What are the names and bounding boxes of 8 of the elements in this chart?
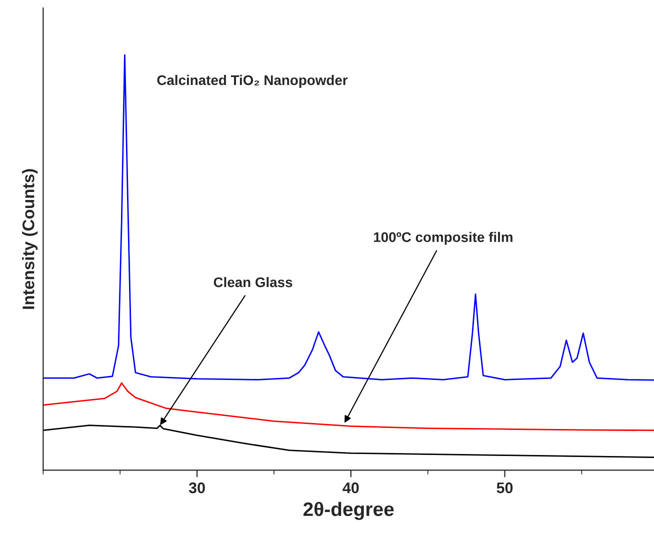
x-axis-title: 2θ-degree — [303, 502, 394, 520]
x-tick-label: 40 — [342, 482, 359, 494]
y-axis-title: Intensity (Counts) — [22, 169, 38, 309]
x-tick-label: 30 — [188, 482, 205, 494]
annotation: Clean Glass — [214, 276, 292, 288]
x-tick-label: 50 — [496, 482, 513, 494]
annotation: 100ºC composite film — [374, 232, 512, 245]
text: Calcinated TiO₂ Nanopowder — [157, 74, 348, 88]
